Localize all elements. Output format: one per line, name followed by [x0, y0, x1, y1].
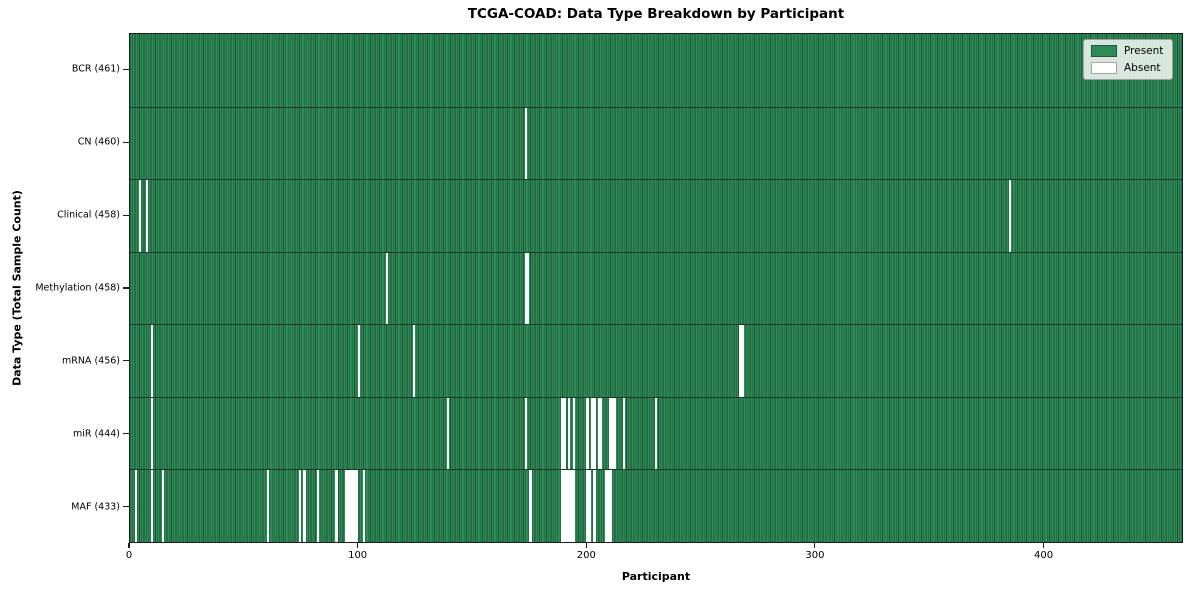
absent-bar	[353, 470, 356, 542]
heatmap-row-bcr	[130, 34, 1182, 107]
y-tick-label-methylation: Methylation (458)	[35, 282, 120, 294]
absent-bar	[358, 325, 361, 397]
absent-bar	[568, 470, 571, 542]
x-tick-label-200: 200	[576, 550, 596, 561]
y-tick-mark	[123, 214, 129, 216]
x-tick-mark	[357, 543, 359, 548]
chart-title: TCGA-COAD: Data Type Breakdown by Partic…	[467, 6, 845, 22]
absent-bar	[654, 397, 658, 470]
absent-bar	[355, 470, 359, 542]
heatmap-row-maf	[130, 469, 1182, 542]
absent-bar	[561, 397, 564, 470]
absent-bar	[597, 397, 601, 470]
absent-bar	[572, 470, 575, 542]
absent-bar	[303, 470, 306, 542]
absent-bar	[604, 470, 607, 542]
absent-bar	[741, 325, 744, 397]
x-tick-mark	[814, 543, 816, 548]
x-tick-mark	[128, 543, 130, 548]
absent-bar	[622, 397, 626, 470]
absent-bar	[593, 397, 596, 470]
absent-bar	[298, 470, 302, 542]
absent-bar	[161, 470, 165, 542]
absent-bar	[563, 397, 566, 470]
heatmap-row-methylation	[130, 251, 1182, 325]
absent-bar	[561, 470, 564, 542]
x-tick-label-300: 300	[805, 550, 825, 561]
absent-bar	[586, 470, 589, 542]
heatmap-row-mir	[130, 396, 1182, 470]
heatmap-row-clinical	[130, 179, 1182, 252]
x-tick-mark	[1042, 543, 1045, 548]
absent-bar	[586, 397, 589, 470]
absent-bar	[145, 180, 149, 252]
absent-bar	[150, 397, 153, 470]
absent-bar	[335, 470, 338, 542]
y-tick-label-clinical: Clinical (458)	[57, 209, 120, 221]
absent-bar	[524, 397, 528, 470]
absent-bar	[266, 470, 270, 542]
y-tick-mark	[123, 68, 129, 71]
absent-bar	[572, 397, 575, 470]
absent-bar	[739, 325, 742, 397]
absent-bar	[527, 252, 530, 325]
absent-bar	[600, 397, 603, 470]
absent-bar	[568, 397, 571, 470]
absent-bar	[563, 470, 566, 542]
plot-area	[129, 33, 1183, 543]
y-tick-label-mrna: mRNA (456)	[61, 355, 120, 367]
absent-bar	[385, 252, 388, 325]
absent-bar	[447, 397, 450, 470]
absent-bar	[609, 397, 612, 470]
absent-bar	[346, 470, 350, 542]
absent-bar	[150, 325, 153, 397]
y-tick-label-cn: CN (460)	[77, 136, 120, 148]
absent-bar	[606, 470, 610, 542]
legend-swatch-absent	[1091, 62, 1117, 74]
y-tick-mark	[123, 141, 129, 143]
absent-bar	[565, 470, 569, 542]
absent-bar	[134, 470, 137, 542]
legend-item-absent: Absent	[1091, 62, 1163, 74]
absent-bar	[351, 470, 354, 542]
absent-bar	[412, 325, 416, 397]
absent-bar	[139, 180, 142, 252]
absent-bar	[609, 470, 612, 542]
x-axis-label: Participant	[621, 570, 691, 583]
absent-bar	[362, 470, 366, 542]
absent-bar	[349, 470, 352, 542]
absent-bar	[611, 397, 614, 470]
y-tick-label-bcr: BCR (461)	[71, 63, 120, 75]
absent-bar	[590, 397, 594, 470]
y-tick-mark	[123, 433, 129, 435]
heatmap-row-cn	[130, 106, 1182, 180]
absent-bar	[524, 107, 528, 180]
x-tick-mark	[585, 543, 587, 548]
x-tick-label-400: 400	[1033, 550, 1054, 561]
absent-bar	[150, 470, 153, 542]
absent-bar	[529, 470, 532, 542]
absent-bar	[593, 470, 596, 542]
legend-item-present: Present	[1091, 45, 1163, 57]
absent-bar	[613, 397, 617, 470]
absent-bar	[317, 470, 320, 542]
x-tick-label-100: 100	[348, 550, 368, 561]
y-tick-mark	[123, 505, 129, 508]
absent-bar	[1008, 180, 1011, 252]
legend: Present Absent	[1083, 39, 1174, 80]
absent-bar	[344, 470, 347, 542]
absent-bar	[570, 470, 573, 542]
legend-label: Absent	[1124, 62, 1161, 74]
absent-bar	[524, 252, 528, 325]
y-tick-label-mir: miR (444)	[72, 428, 120, 440]
absent-bar	[588, 470, 591, 542]
heatmap-row-mrna	[130, 324, 1182, 397]
legend-label: Present	[1124, 45, 1164, 57]
y-tick-mark	[123, 287, 129, 289]
y-tick-label-maf: MAF (433)	[71, 501, 120, 513]
legend-swatch-present	[1091, 45, 1117, 57]
y-tick-mark	[123, 360, 129, 362]
x-tick-label-0: 0	[125, 550, 133, 561]
